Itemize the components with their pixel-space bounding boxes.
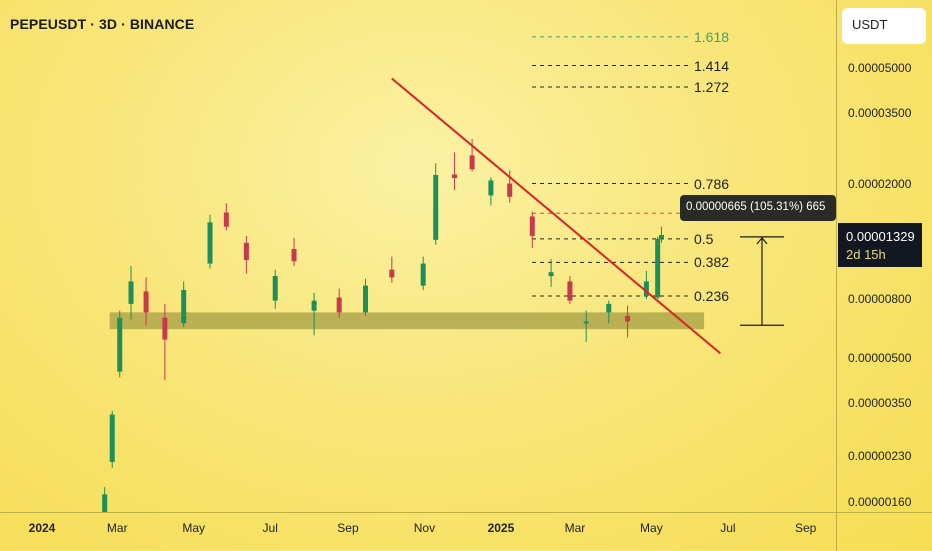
price-axis[interactable]: [836, 0, 932, 512]
fib-label: 1.272: [694, 79, 730, 96]
candle-body: [109, 414, 115, 462]
candle-body: [243, 242, 249, 261]
candle-body: [658, 234, 664, 239]
time-tick-label: Sep: [337, 521, 359, 535]
price-chart[interactable]: [0, 0, 836, 512]
time-tick-label: May: [640, 521, 663, 535]
currency-button[interactable]: USDT: [842, 8, 926, 44]
time-axis[interactable]: [0, 512, 836, 551]
measure-tooltip: 0.00000665 (105.31%) 665: [680, 195, 836, 221]
price-tick-label: 0.00000230: [848, 449, 912, 464]
time-tick-label: 2024: [28, 521, 56, 535]
candle-body: [433, 175, 439, 240]
time-tick-label: Mar: [106, 521, 128, 535]
candle-body: [207, 222, 213, 264]
candle-body: [583, 321, 589, 324]
candle-body: [507, 183, 513, 197]
candle-body: [567, 281, 573, 301]
support-zone: [109, 312, 705, 330]
axis-corner: [836, 512, 932, 551]
trendline: [391, 77, 722, 355]
candle-body: [102, 494, 108, 512]
time-tick-label: Jul: [720, 521, 736, 535]
candle-body: [181, 289, 187, 324]
candle-body: [488, 180, 494, 196]
time-tick-label: Mar: [564, 521, 586, 535]
price-tick-label: 0.00000800: [848, 292, 912, 307]
time-tick-label: 2025: [487, 521, 515, 535]
fib-label: 0.5: [694, 230, 714, 247]
candle-body: [452, 174, 458, 178]
time-tick-label: Nov: [413, 521, 436, 535]
symbol-title: PEPEUSDT · 3D · BINANCE: [10, 16, 195, 32]
candle-body: [336, 297, 342, 313]
candle-body: [643, 281, 649, 296]
candle-body: [117, 317, 123, 372]
current-price: 0.00001329: [846, 229, 915, 244]
current-price-badge: 0.00001329 2d 15h: [838, 223, 922, 267]
time-tick-label: Jul: [262, 521, 278, 535]
candle-body: [143, 291, 149, 313]
candle-body: [625, 315, 631, 322]
fib-label: 1.414: [694, 57, 730, 74]
time-tick-label: Sep: [794, 521, 817, 535]
fib-label: 0.382: [694, 254, 730, 271]
price-tick-label: 0.00000160: [848, 495, 912, 509]
fib-label: 1.618: [694, 28, 730, 45]
candle-body: [223, 212, 229, 227]
fib-label: 0.236: [694, 287, 730, 304]
measure-arrowhead: [756, 236, 768, 245]
candle-body: [128, 281, 134, 304]
candle-body: [363, 285, 369, 313]
fib-label: 0.786: [694, 175, 730, 192]
price-tick-label: 0.00002000: [848, 176, 912, 191]
candle-body: [162, 317, 168, 340]
candle-body: [606, 303, 612, 313]
price-tick-label: 0.00003500: [848, 105, 912, 120]
price-tick-label: 0.00000350: [848, 396, 912, 411]
candle-body: [311, 300, 317, 311]
candle-body: [655, 238, 661, 298]
time-tick-label: May: [182, 521, 206, 535]
candle-body: [469, 155, 475, 170]
candle-body: [389, 269, 395, 278]
price-tick-label: 0.00000500: [848, 351, 912, 366]
candle-body: [420, 263, 426, 286]
chart-area[interactable]: [0, 0, 836, 512]
candle-body: [272, 276, 278, 301]
candle-body: [529, 216, 535, 236]
price-tick-label: 0.00005000: [848, 61, 912, 75]
candle-body: [291, 248, 297, 262]
candle-body: [548, 272, 554, 277]
bar-countdown: 2d 15h: [846, 247, 886, 262]
